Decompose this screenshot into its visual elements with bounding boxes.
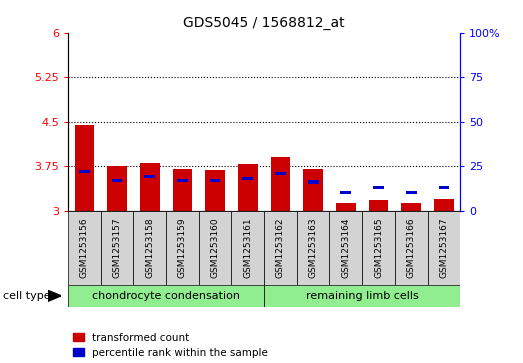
Text: chondrocyte condensation: chondrocyte condensation [92, 291, 240, 301]
Bar [264, 211, 297, 285]
Bar [100, 211, 133, 285]
Bar [177, 179, 188, 182]
Text: GSM1253167: GSM1253167 [439, 217, 448, 278]
Bar [140, 163, 160, 211]
Bar [144, 175, 155, 178]
Text: GSM1253165: GSM1253165 [374, 217, 383, 278]
Text: GSM1253162: GSM1253162 [276, 217, 285, 278]
Bar [373, 186, 384, 189]
Bar [402, 203, 421, 211]
Text: GSM1253164: GSM1253164 [342, 217, 350, 278]
Bar [297, 211, 329, 285]
Bar [111, 179, 122, 182]
Text: GSM1253156: GSM1253156 [80, 217, 89, 278]
Bar [79, 170, 90, 173]
Bar [395, 211, 428, 285]
Text: GSM1253159: GSM1253159 [178, 217, 187, 278]
Text: cell type: cell type [3, 291, 50, 301]
Bar [74, 125, 94, 211]
Bar [210, 179, 221, 182]
Text: remaining limb cells: remaining limb cells [306, 291, 418, 301]
Bar [369, 200, 388, 211]
Bar [329, 211, 362, 285]
Title: GDS5045 / 1568812_at: GDS5045 / 1568812_at [183, 16, 345, 30]
Text: GSM1253157: GSM1253157 [112, 217, 121, 278]
Bar [438, 186, 449, 189]
Legend: transformed count, percentile rank within the sample: transformed count, percentile rank withi… [73, 333, 268, 358]
Polygon shape [48, 290, 61, 301]
Bar [340, 191, 351, 194]
Bar [308, 180, 319, 184]
Text: GSM1253166: GSM1253166 [407, 217, 416, 278]
Bar [264, 285, 460, 307]
Bar [173, 169, 192, 211]
Text: GSM1253163: GSM1253163 [309, 217, 317, 278]
Bar [107, 166, 127, 211]
Bar [206, 170, 225, 211]
Text: GSM1253160: GSM1253160 [211, 217, 220, 278]
Bar [362, 211, 395, 285]
Bar [68, 211, 100, 285]
Bar [275, 172, 286, 175]
Bar [166, 211, 199, 285]
Bar [133, 211, 166, 285]
Bar [242, 177, 253, 180]
Bar [271, 157, 290, 211]
Text: GSM1253161: GSM1253161 [243, 217, 252, 278]
Text: GSM1253158: GSM1253158 [145, 217, 154, 278]
Bar [199, 211, 231, 285]
Bar [303, 169, 323, 211]
Bar [406, 191, 417, 194]
Bar [68, 285, 264, 307]
Bar [336, 203, 356, 211]
Bar [231, 211, 264, 285]
Bar [238, 164, 257, 211]
Bar [428, 211, 460, 285]
Bar [434, 199, 453, 211]
